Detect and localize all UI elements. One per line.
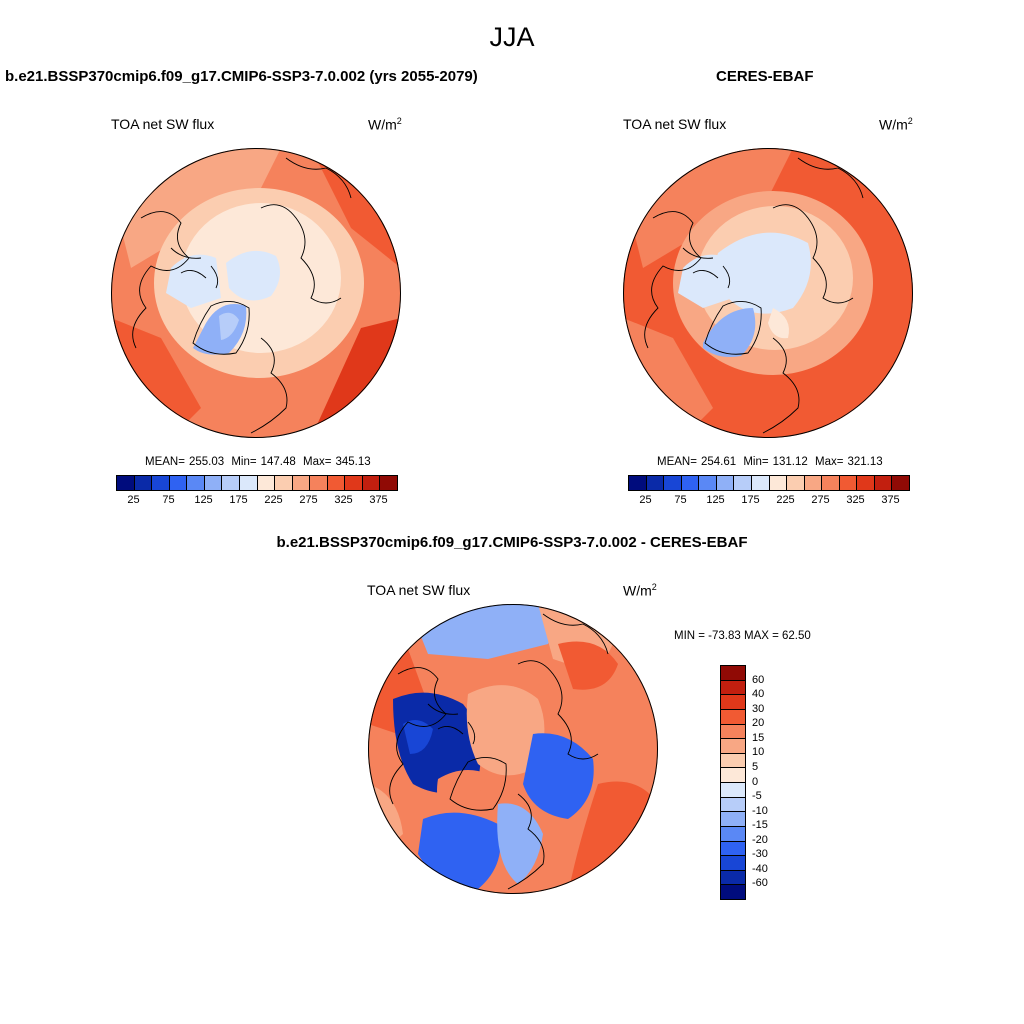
obs-colorbar-swatch bbox=[857, 476, 875, 490]
obs-colorbar-swatch bbox=[629, 476, 647, 490]
obs-stats: MEAN= 254.61 Min= 131.12 Max= 321.13 bbox=[657, 456, 883, 468]
season-title: JJA bbox=[489, 22, 535, 52]
diff-colorbar bbox=[720, 665, 746, 900]
diff-colorbar-swatch bbox=[721, 739, 745, 754]
diff-colorbar-tick-label: 30 bbox=[752, 702, 765, 715]
diff-colorbar-tick-label: 10 bbox=[752, 746, 765, 759]
model-stats: MEAN= 255.03 Min= 147.48 Max= 345.13 bbox=[145, 456, 371, 468]
obs-colorbar-swatch bbox=[716, 476, 735, 490]
diff-colorbar-swatch bbox=[721, 666, 745, 681]
diff-units-label: W/m2 bbox=[623, 582, 657, 599]
model-colorbar-swatch bbox=[152, 476, 170, 490]
diff-colorbar-swatch bbox=[721, 695, 745, 710]
obs-colorbar-tick-label: 325 bbox=[846, 494, 865, 506]
diff-colorbar-tick-label: -5 bbox=[752, 790, 762, 803]
diff-panel-title: b.e21.BSSP370cmip6.f09_g17.CMIP6-SSP3-7.… bbox=[276, 534, 748, 551]
diff-colorbar-tick-label: 0 bbox=[752, 775, 759, 788]
diff-colorbar-tick-label: 60 bbox=[752, 673, 765, 686]
obs-colorbar-swatch bbox=[839, 476, 858, 490]
model-colorbar-tick-label: 25 bbox=[127, 494, 140, 506]
obs-colorbar-swatch bbox=[751, 476, 770, 490]
obs-colorbar-swatch bbox=[804, 476, 823, 490]
model-colorbar-swatch bbox=[362, 476, 381, 490]
diff-colorbar-swatch bbox=[721, 812, 745, 827]
model-colorbar-tick-label: 275 bbox=[299, 494, 318, 506]
model-units-label: W/m2 bbox=[368, 116, 402, 133]
diff-colorbar-tick-label: -40 bbox=[752, 862, 768, 875]
obs-polar-map bbox=[623, 148, 913, 438]
obs-variable-label: TOA net SW flux bbox=[623, 116, 727, 132]
diff-colorbar-tick-label: 5 bbox=[752, 760, 759, 773]
model-variable-label: TOA net SW flux bbox=[111, 116, 215, 132]
obs-colorbar-swatch bbox=[699, 476, 717, 490]
diff-colorbar-tick-label: -20 bbox=[752, 833, 768, 846]
diff-colorbar-tick-label: -30 bbox=[752, 848, 768, 861]
obs-colorbar-tick-label: 175 bbox=[741, 494, 760, 506]
model-colorbar bbox=[116, 475, 398, 491]
model-colorbar-tick-label: 125 bbox=[194, 494, 213, 506]
obs-colorbar-swatch bbox=[664, 476, 682, 490]
diff-colorbar-swatch bbox=[721, 856, 745, 871]
obs-colorbar-swatch bbox=[681, 476, 700, 490]
model-polar-map bbox=[111, 148, 401, 438]
model-colorbar-tick-label: 75 bbox=[162, 494, 175, 506]
diff-colorbar-swatch bbox=[721, 753, 745, 769]
diff-colorbar-swatch bbox=[721, 870, 745, 886]
diff-colorbar-swatch bbox=[721, 768, 745, 783]
obs-colorbar-swatch bbox=[787, 476, 805, 490]
diff-polar-map bbox=[368, 604, 658, 894]
diff-colorbar-tick-label: 15 bbox=[752, 731, 765, 744]
obs-panel-title: CERES-EBAF bbox=[716, 68, 814, 85]
diff-colorbar-swatch bbox=[721, 841, 745, 857]
diff-colorbar-swatch bbox=[721, 724, 745, 740]
obs-colorbar-tick-label: 25 bbox=[639, 494, 652, 506]
obs-colorbar-swatch bbox=[734, 476, 752, 490]
model-colorbar-swatch bbox=[169, 476, 188, 490]
obs-colorbar-swatch bbox=[769, 476, 788, 490]
model-colorbar-swatch bbox=[380, 476, 397, 490]
model-colorbar-tick-label: 175 bbox=[229, 494, 248, 506]
obs-colorbar-swatch bbox=[646, 476, 665, 490]
model-colorbar-swatch bbox=[257, 476, 276, 490]
diff-colorbar-swatch bbox=[721, 797, 745, 813]
model-colorbar-swatch bbox=[117, 476, 135, 490]
diff-variable-label: TOA net SW flux bbox=[367, 582, 471, 598]
obs-colorbar-tick-label: 225 bbox=[776, 494, 795, 506]
diff-colorbar-swatch bbox=[721, 826, 745, 842]
model-colorbar-tick-label: 225 bbox=[264, 494, 283, 506]
diff-colorbar-swatch bbox=[721, 680, 745, 696]
obs-colorbar-swatch bbox=[892, 476, 909, 490]
diff-minmax: MIN = -73.83 MAX = 62.50 bbox=[674, 630, 811, 642]
model-colorbar-swatch bbox=[187, 476, 205, 490]
diff-colorbar-tick-label: -15 bbox=[752, 819, 768, 832]
diff-colorbar-swatch bbox=[721, 885, 745, 899]
model-colorbar-swatch bbox=[222, 476, 240, 490]
model-colorbar-swatch bbox=[327, 476, 346, 490]
model-colorbar-swatch bbox=[204, 476, 223, 490]
model-colorbar-swatch bbox=[239, 476, 258, 490]
diff-colorbar-tick-label: 20 bbox=[752, 717, 765, 730]
model-colorbar-swatch bbox=[275, 476, 293, 490]
model-colorbar-tick-label: 375 bbox=[369, 494, 388, 506]
obs-colorbar-tick-label: 375 bbox=[881, 494, 900, 506]
diff-colorbar-tick-label: 40 bbox=[752, 688, 765, 701]
diff-colorbar-swatch bbox=[721, 709, 745, 725]
obs-colorbar-swatch bbox=[874, 476, 893, 490]
diff-colorbar-tick-label: -10 bbox=[752, 804, 768, 817]
diff-colorbar-swatch bbox=[721, 783, 745, 798]
obs-colorbar bbox=[628, 475, 910, 491]
obs-colorbar-tick-label: 275 bbox=[811, 494, 830, 506]
model-colorbar-swatch bbox=[345, 476, 363, 490]
model-colorbar-swatch bbox=[134, 476, 153, 490]
obs-colorbar-tick-label: 75 bbox=[674, 494, 687, 506]
obs-units-label: W/m2 bbox=[879, 116, 913, 133]
obs-colorbar-tick-label: 125 bbox=[706, 494, 725, 506]
model-colorbar-swatch bbox=[292, 476, 311, 490]
model-colorbar-tick-label: 325 bbox=[334, 494, 353, 506]
model-colorbar-swatch bbox=[310, 476, 328, 490]
obs-colorbar-swatch bbox=[822, 476, 840, 490]
model-panel-title: b.e21.BSSP370cmip6.f09_g17.CMIP6-SSP3-7.… bbox=[5, 68, 478, 85]
diff-colorbar-tick-label: -60 bbox=[752, 877, 768, 890]
